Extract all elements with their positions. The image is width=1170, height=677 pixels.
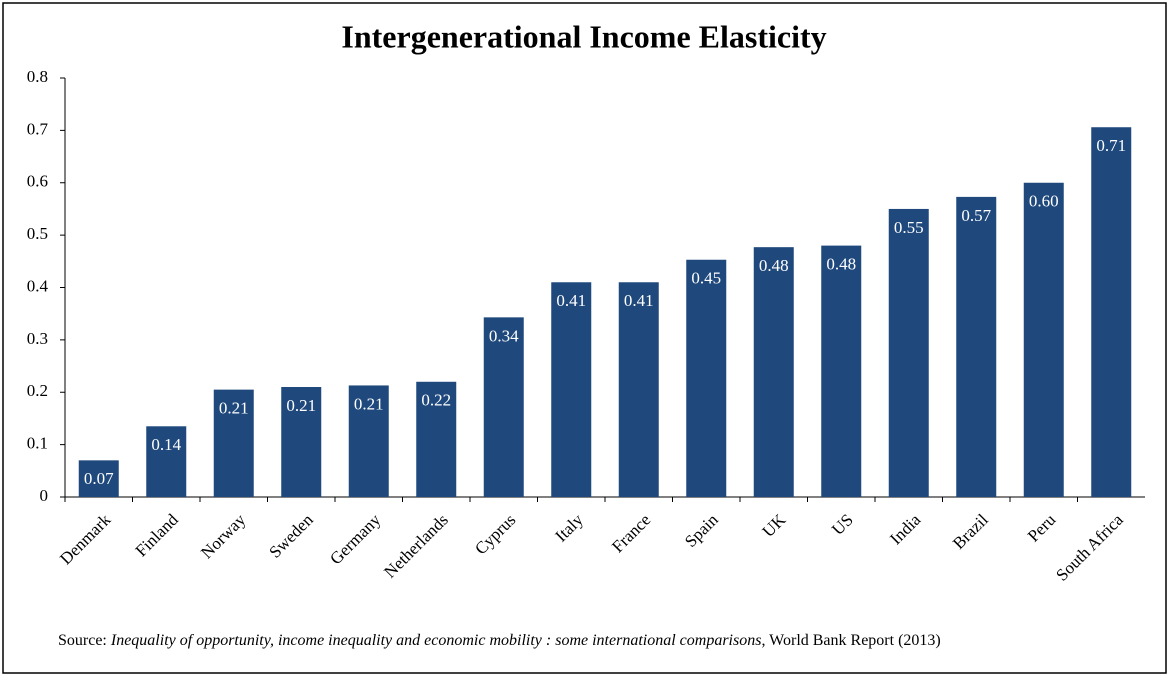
source-prefix: Source: xyxy=(58,632,111,649)
chart-title: Intergenerational Income Elasticity xyxy=(341,18,826,54)
value-label: 0.21 xyxy=(354,394,384,413)
source-note: Source: Inequality of opportunity, incom… xyxy=(58,632,941,649)
bar xyxy=(146,426,187,497)
bar xyxy=(213,389,254,497)
value-label: 0.21 xyxy=(219,399,249,418)
source-suffix: , World Bank Report (2013) xyxy=(761,632,940,649)
bar xyxy=(1023,182,1064,497)
value-label: 0.57 xyxy=(961,206,991,225)
y-tick-label: 0.6 xyxy=(27,172,48,191)
value-label: 0.22 xyxy=(421,391,451,410)
bar xyxy=(821,245,862,497)
bar xyxy=(618,282,659,497)
y-tick-label: 0.7 xyxy=(27,119,49,138)
bar xyxy=(416,381,457,497)
bar xyxy=(281,387,322,497)
value-label: 0.21 xyxy=(286,396,316,415)
y-tick-label: 0.3 xyxy=(27,329,48,348)
y-tick-label: 0.4 xyxy=(27,276,49,295)
bar xyxy=(348,385,389,497)
y-tick-label: 0 xyxy=(40,486,49,505)
value-label: 0.48 xyxy=(826,255,856,274)
y-tick-label: 0.5 xyxy=(27,224,48,243)
bar xyxy=(753,247,794,497)
bar xyxy=(483,317,524,497)
y-tick-label: 0.1 xyxy=(27,434,48,453)
value-label: 0.71 xyxy=(1096,136,1126,155)
value-label: 0.07 xyxy=(84,469,114,488)
value-label: 0.41 xyxy=(624,291,654,310)
value-label: 0.60 xyxy=(1029,192,1059,211)
value-label: 0.41 xyxy=(556,291,586,310)
bar xyxy=(956,196,997,498)
bar xyxy=(78,460,119,497)
y-tick-label: 0.8 xyxy=(27,67,48,86)
value-label: 0.34 xyxy=(489,326,519,345)
bar xyxy=(686,259,727,497)
y-tick-label: 0.2 xyxy=(27,381,48,400)
value-label: 0.14 xyxy=(151,435,181,454)
value-label: 0.45 xyxy=(691,269,721,288)
value-label: 0.48 xyxy=(759,256,789,275)
value-label: 0.55 xyxy=(894,218,924,237)
source-title: Inequality of opportunity, income inequa… xyxy=(110,632,762,649)
bar xyxy=(1091,127,1132,498)
bar xyxy=(551,282,592,497)
bar xyxy=(888,208,929,497)
